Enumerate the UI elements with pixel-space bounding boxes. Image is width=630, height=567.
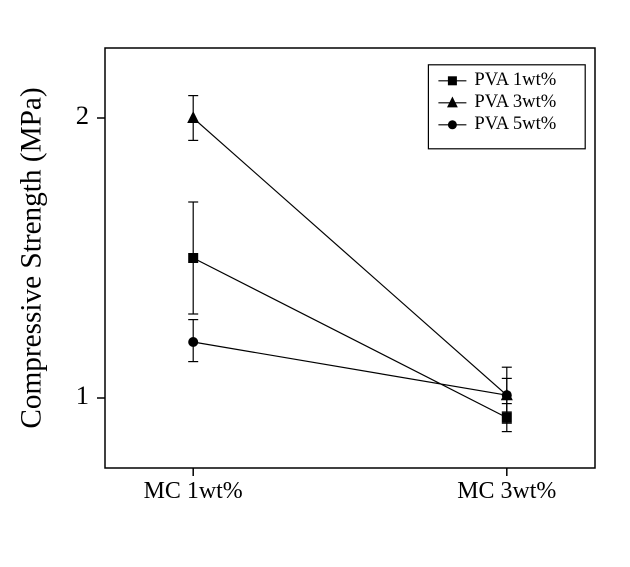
chart-container: 1 2 Compressive Strength (MPa) MC 1wt% MC 3w… (0, 0, 630, 567)
marker-circle (448, 120, 457, 129)
marker-circle (188, 337, 198, 347)
y-tick-label: 1 (76, 380, 89, 410)
legend-label: PVA 1wt% (474, 69, 556, 90)
chart-svg: 1 2 Compressive Strength (MPa) MC 1wt% MC 3w… (0, 0, 630, 567)
marker-circle (502, 390, 512, 400)
x-tick-label: MC 3wt% (457, 478, 556, 504)
marker-square (188, 253, 198, 263)
marker-square (448, 76, 457, 85)
y-tick-label: 2 (76, 100, 89, 130)
x-tick-label: MC 1wt% (144, 478, 243, 504)
legend-label: PVA 3wt% (474, 91, 556, 112)
legend-label: PVA 5wt% (474, 113, 556, 134)
y-axis-label: Compressive Strength (MPa) (16, 87, 48, 428)
